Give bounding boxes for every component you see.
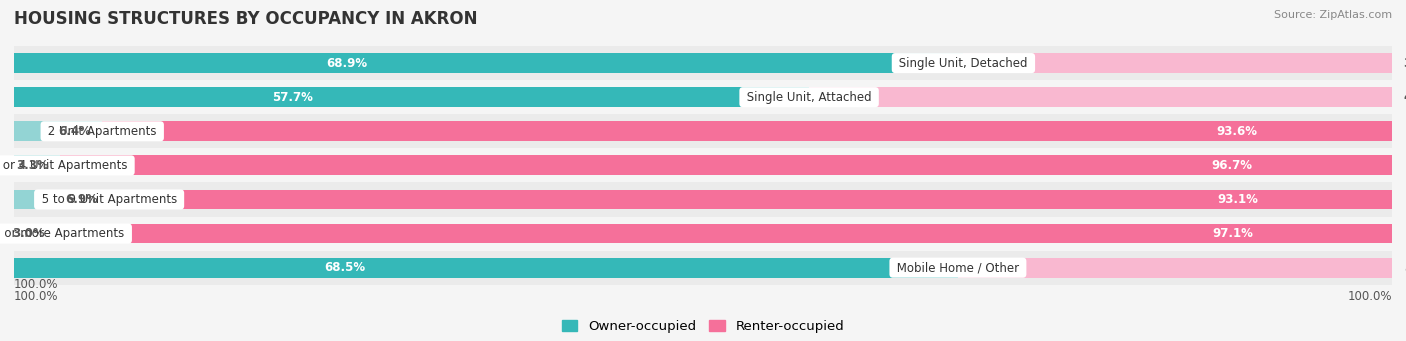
Text: 57.7%: 57.7% bbox=[271, 91, 312, 104]
Bar bbox=[14, 251, 1392, 285]
Text: 100.0%: 100.0% bbox=[14, 290, 59, 303]
Bar bbox=[957, 258, 1393, 278]
Bar bbox=[808, 87, 1392, 107]
Bar bbox=[963, 53, 1392, 73]
Text: Single Unit, Attached: Single Unit, Attached bbox=[742, 91, 876, 104]
Bar bbox=[14, 53, 963, 73]
Bar bbox=[59, 155, 1392, 175]
Bar bbox=[103, 121, 1392, 141]
Bar bbox=[14, 121, 103, 141]
Text: Source: ZipAtlas.com: Source: ZipAtlas.com bbox=[1274, 10, 1392, 20]
Text: HOUSING STRUCTURES BY OCCUPANCY IN AKRON: HOUSING STRUCTURES BY OCCUPANCY IN AKRON bbox=[14, 10, 478, 28]
Text: Single Unit, Detached: Single Unit, Detached bbox=[896, 57, 1032, 70]
Bar bbox=[14, 155, 59, 175]
Bar bbox=[14, 148, 1392, 182]
Text: 93.1%: 93.1% bbox=[1218, 193, 1258, 206]
Text: 10 or more Apartments: 10 or more Apartments bbox=[0, 227, 128, 240]
Bar bbox=[14, 217, 1392, 251]
Text: 3 or 4 Unit Apartments: 3 or 4 Unit Apartments bbox=[0, 159, 131, 172]
Text: 3.3%: 3.3% bbox=[15, 159, 48, 172]
Text: 5 to 9 Unit Apartments: 5 to 9 Unit Apartments bbox=[38, 193, 180, 206]
Bar bbox=[14, 182, 1392, 217]
Text: Mobile Home / Other: Mobile Home / Other bbox=[893, 261, 1022, 274]
Legend: Owner-occupied, Renter-occupied: Owner-occupied, Renter-occupied bbox=[557, 314, 849, 338]
Text: 31.6%: 31.6% bbox=[1405, 261, 1406, 274]
Bar bbox=[14, 46, 1392, 80]
Text: 68.9%: 68.9% bbox=[326, 57, 367, 70]
Bar bbox=[14, 258, 957, 278]
Text: 31.1%: 31.1% bbox=[1403, 57, 1406, 70]
Bar bbox=[55, 224, 1393, 243]
Text: 100.0%: 100.0% bbox=[14, 278, 59, 291]
Text: 93.6%: 93.6% bbox=[1216, 125, 1258, 138]
Bar bbox=[14, 224, 55, 243]
Bar bbox=[14, 80, 1392, 114]
Text: 68.5%: 68.5% bbox=[323, 261, 366, 274]
Text: 96.7%: 96.7% bbox=[1212, 159, 1253, 172]
Text: 2 Unit Apartments: 2 Unit Apartments bbox=[44, 125, 160, 138]
Bar bbox=[110, 190, 1392, 209]
Bar bbox=[14, 190, 110, 209]
Text: 6.9%: 6.9% bbox=[65, 193, 98, 206]
Text: 3.0%: 3.0% bbox=[11, 227, 45, 240]
Text: 6.4%: 6.4% bbox=[58, 125, 91, 138]
Text: 100.0%: 100.0% bbox=[1347, 290, 1392, 303]
Bar bbox=[14, 114, 1392, 148]
Text: 42.3%: 42.3% bbox=[1403, 91, 1406, 104]
Text: 97.1%: 97.1% bbox=[1212, 227, 1253, 240]
Bar bbox=[14, 87, 808, 107]
